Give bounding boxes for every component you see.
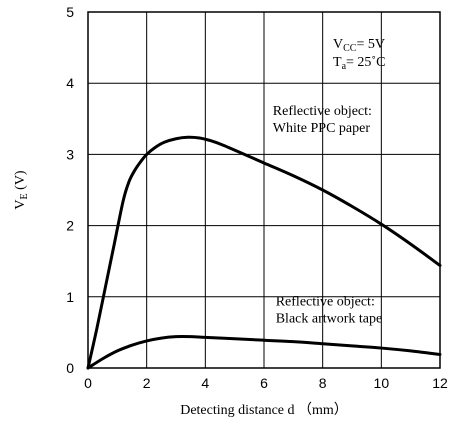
y-tick-label: 0 xyxy=(66,360,74,376)
annotations: Reflective object: White PPC paper Reflect… xyxy=(273,104,382,326)
y-tick-label: 1 xyxy=(66,289,74,305)
series-line-2 xyxy=(86,335,442,370)
grid xyxy=(88,12,440,368)
x-tick-label: 12 xyxy=(432,375,448,391)
y-tick-label: 3 xyxy=(66,146,74,162)
series-label-2: Black artwork tape xyxy=(276,311,383,326)
condition-ta: Ta= 25˚C xyxy=(333,55,385,72)
series-label-1: Reflective object: xyxy=(273,104,372,119)
x-tick-label: 0 xyxy=(84,375,92,391)
series-line-1 xyxy=(86,135,442,370)
y-tick-label: 5 xyxy=(66,4,74,20)
series-label-1: White PPC paper xyxy=(273,121,371,136)
condition-vcc: VCC= 5V xyxy=(333,37,385,54)
series xyxy=(86,135,442,370)
x-tick-label: 2 xyxy=(143,375,151,391)
x-tick-label: 4 xyxy=(201,375,209,391)
x-axis-label: Detecting distance d （mm） xyxy=(180,402,348,418)
x-tick-label: 8 xyxy=(319,375,327,391)
y-axis-label: VE (V) xyxy=(13,170,30,210)
x-tick-label: 6 xyxy=(260,375,268,391)
x-tick-label: 10 xyxy=(374,375,390,391)
plot-frame xyxy=(87,11,441,369)
y-tick-label: 2 xyxy=(66,218,74,234)
series-label-2: Reflective object: xyxy=(276,294,375,309)
y-tick-label: 4 xyxy=(66,75,74,91)
